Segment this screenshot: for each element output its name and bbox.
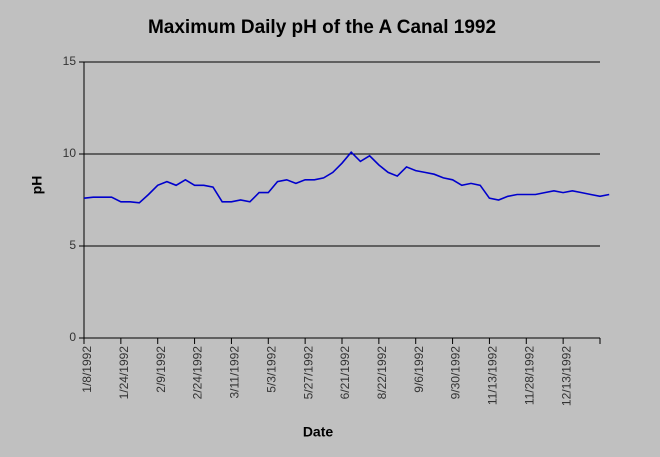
y-tick-label: 15 (63, 54, 77, 68)
x-tick-label: 1/24/1992 (117, 346, 131, 400)
y-tick-label: 5 (69, 238, 76, 252)
x-tick-label: 2/9/1992 (154, 346, 168, 393)
chart-title: Maximum Daily pH of the A Canal 1992 (148, 17, 496, 38)
x-tick-label: 1/8/1992 (80, 346, 94, 393)
x-axis-title: Date (303, 424, 334, 440)
y-tick-label: 0 (69, 330, 76, 344)
x-tick-label: 11/28/1992 (522, 346, 536, 405)
x-tick-label: 6/21/1992 (338, 346, 352, 400)
x-tick-label: 5/3/1992 (264, 346, 278, 393)
y-axis-title: pH (29, 176, 45, 195)
x-tick-label: 3/11/1992 (228, 346, 242, 399)
x-tick-label: 8/22/1992 (375, 346, 389, 400)
x-tick-label: 5/27/1992 (301, 346, 315, 400)
x-tick-label: 12/13/1992 (559, 346, 573, 406)
x-tick-label: 11/13/1992 (486, 346, 500, 405)
x-tick-label: 9/6/1992 (412, 346, 426, 393)
x-tick-label: 9/30/1992 (449, 346, 463, 400)
y-tick-label: 10 (63, 146, 77, 160)
data-line (83, 151, 610, 204)
x-tick-label: 2/24/1992 (191, 346, 205, 400)
